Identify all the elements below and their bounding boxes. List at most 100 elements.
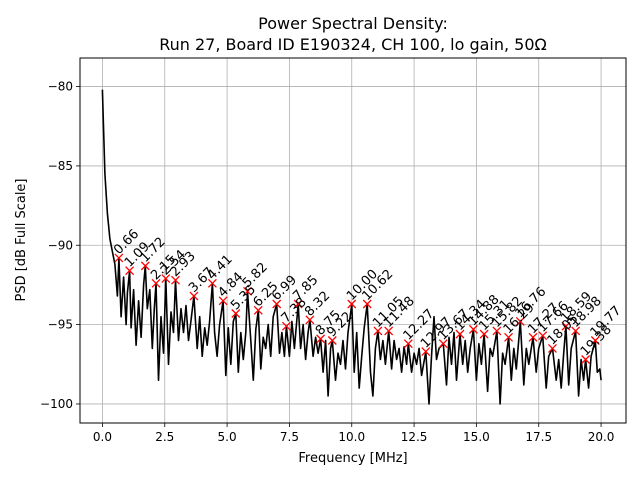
- peak-marker: [243, 286, 252, 296]
- peak-marker: [114, 253, 124, 263]
- x-tick-label: 15.0: [463, 430, 490, 444]
- peak-marker-stroke: [479, 329, 489, 339]
- y-tick-label: −100: [40, 397, 73, 411]
- x-tick-label: 2.5: [155, 430, 174, 444]
- peak-marker: [207, 278, 217, 288]
- peak-marker: [293, 299, 303, 309]
- peak-marker: [455, 329, 465, 339]
- peak-marker-stroke: [421, 347, 431, 357]
- peak-marker: [362, 299, 372, 309]
- peak-marker-stroke: [373, 326, 383, 336]
- y-tick-label: −85: [48, 159, 73, 173]
- peak-marker-stroke: [281, 321, 291, 331]
- peak-marker: [161, 274, 171, 284]
- peak-marker: [547, 343, 557, 353]
- chart-title-line1: Power Spectral Density:: [258, 14, 448, 33]
- peak-marker-stroke: [455, 329, 465, 339]
- y-axis-label: PSD [dB Full Scale]: [14, 178, 29, 301]
- peak-marker: [515, 316, 525, 326]
- peak-marker: [373, 326, 383, 336]
- peak-marker-stroke: [327, 336, 337, 345]
- peak-marker-stroke: [114, 253, 124, 263]
- peak-marker: [189, 291, 199, 301]
- peak-marker-stroke: [305, 315, 315, 325]
- peak-marker: [218, 296, 228, 306]
- peak-marker: [561, 321, 571, 331]
- peak-marker: [438, 339, 448, 349]
- peak-marker-stroke: [571, 326, 581, 336]
- peak-marker-stroke: [253, 305, 263, 315]
- peak-marker: [281, 321, 291, 331]
- peak-marker: [125, 266, 135, 276]
- psd-line: [101, 89, 602, 405]
- peak-marker-stroke: [504, 332, 514, 342]
- peak-marker: [151, 278, 161, 288]
- peak-marker-stroke: [293, 299, 303, 309]
- peak-marker-stroke: [347, 299, 357, 309]
- peak-marker: [421, 347, 431, 357]
- y-tick-label: −95: [48, 318, 73, 332]
- peak-marker-stroke: [492, 326, 502, 336]
- chart-title-line2: Run 27, Board ID E190324, CH 100, lo gai…: [159, 35, 547, 54]
- peak-marker-stroke: [581, 355, 591, 364]
- peak-marker: [504, 332, 514, 342]
- peak-marker-stroke: [151, 278, 161, 288]
- peak-marker: [305, 315, 315, 325]
- peak-marker: [272, 299, 282, 309]
- peak-marker-stroke: [218, 296, 228, 306]
- peak-marker-stroke: [161, 274, 171, 284]
- peak-marker-stroke: [590, 336, 600, 345]
- peak-marker: [403, 339, 413, 349]
- peak-marker: [479, 329, 489, 339]
- peak-marker-stroke: [140, 261, 150, 271]
- peak-marker-stroke: [561, 321, 571, 331]
- peak-marker-stroke: [438, 339, 448, 349]
- y-tick-label: −90: [48, 238, 73, 252]
- x-tick-label: 0.0: [93, 430, 112, 444]
- peak-marker: [140, 261, 150, 271]
- peak-marker: [571, 326, 581, 336]
- axes-frame: [79, 57, 627, 424]
- peak-marker-stroke: [243, 286, 252, 296]
- peak-marker: [538, 331, 548, 341]
- peak-marker-stroke: [189, 291, 199, 301]
- peak-marker: [316, 334, 326, 344]
- peak-marker-stroke: [547, 343, 557, 353]
- peak-marker: [253, 305, 263, 315]
- x-tick-label: 5.0: [218, 430, 237, 444]
- x-tick-label: 12.5: [401, 430, 428, 444]
- x-tick-label: 17.5: [525, 430, 552, 444]
- peak-marker-stroke: [125, 266, 135, 276]
- peak-markers: [114, 253, 600, 364]
- peak-marker: [581, 355, 591, 364]
- x-tick-label: 10.0: [338, 430, 365, 444]
- peak-marker-stroke: [207, 278, 217, 288]
- peak-marker-stroke: [528, 332, 538, 342]
- peak-marker-stroke: [171, 275, 180, 285]
- peak-marker: [590, 336, 600, 345]
- peak-marker-stroke: [316, 334, 326, 344]
- peak-marker: [528, 332, 538, 342]
- peak-marker-stroke: [538, 331, 548, 341]
- peak-marker-stroke: [231, 309, 241, 318]
- peak-marker-stroke: [272, 299, 282, 309]
- peak-marker: [492, 326, 502, 336]
- peak-marker-stroke: [468, 324, 478, 334]
- x-tick-label: 20.0: [588, 430, 615, 444]
- line-layer: [101, 89, 602, 405]
- peak-marker: [171, 275, 180, 285]
- peak-marker-stroke: [515, 316, 525, 326]
- peak-marker-stroke: [384, 326, 394, 336]
- peak-marker: [347, 299, 357, 309]
- peak-marker: [384, 326, 394, 336]
- peak-marker: [327, 336, 337, 345]
- peak-marker-stroke: [403, 339, 413, 349]
- peak-marker: [231, 309, 241, 318]
- y-tick-label: −80: [48, 80, 73, 94]
- peak-marker: [468, 324, 478, 334]
- x-axis-label: Frequency [MHz]: [298, 451, 407, 466]
- x-tick-label: 7.5: [280, 430, 299, 444]
- y-axis-ticks: −80 −85 −90 −95 −100: [40, 80, 80, 411]
